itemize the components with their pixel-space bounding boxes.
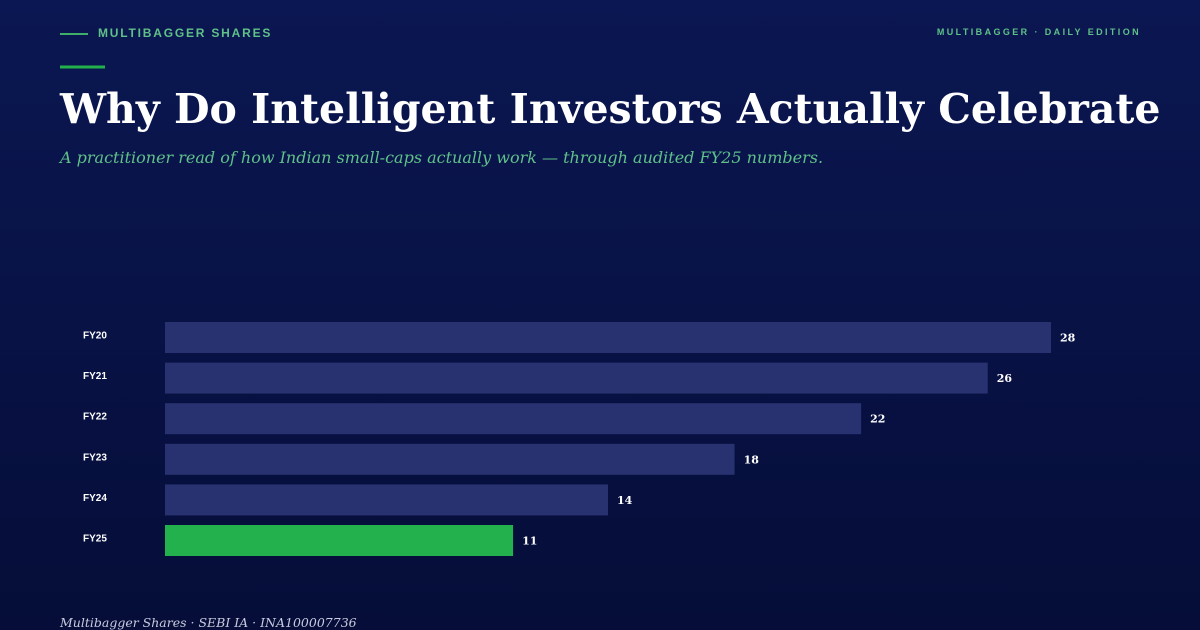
value-label: 26 bbox=[997, 372, 1013, 385]
value-label: 18 bbox=[744, 453, 760, 466]
category-label: FY22 bbox=[83, 412, 107, 423]
chart-title: Why Do Intelligent Investors Actually Ce… bbox=[59, 85, 1160, 133]
bar bbox=[165, 443, 735, 475]
bar bbox=[165, 525, 514, 556]
bar bbox=[165, 484, 608, 516]
category-label: FY23 bbox=[83, 452, 107, 463]
value-label: 22 bbox=[870, 413, 885, 426]
category-label: FY24 bbox=[83, 493, 107, 504]
brand: MULTIBAGGER SHARES bbox=[98, 26, 272, 40]
bar bbox=[165, 322, 1051, 353]
category-label: FY20 bbox=[83, 331, 107, 342]
plot: FY20 28 FY21 26 FY22 22 FY23 18 FY24 14 FY25 11 bbox=[83, 322, 1076, 556]
category-label: FY21 bbox=[83, 371, 107, 382]
value-label: 11 bbox=[522, 535, 537, 548]
bar bbox=[165, 403, 862, 435]
bar bbox=[165, 362, 988, 394]
subtitle: A practitioner read of how Indian small-… bbox=[58, 148, 823, 167]
value-label: 28 bbox=[1060, 332, 1076, 345]
category-label: FY25 bbox=[83, 534, 107, 545]
footer: Multibagger Shares · SEBI IA · INA100007… bbox=[59, 615, 357, 630]
value-label: 14 bbox=[617, 494, 633, 507]
edition: MULTIBAGGER · DAILY EDITION bbox=[937, 27, 1141, 37]
